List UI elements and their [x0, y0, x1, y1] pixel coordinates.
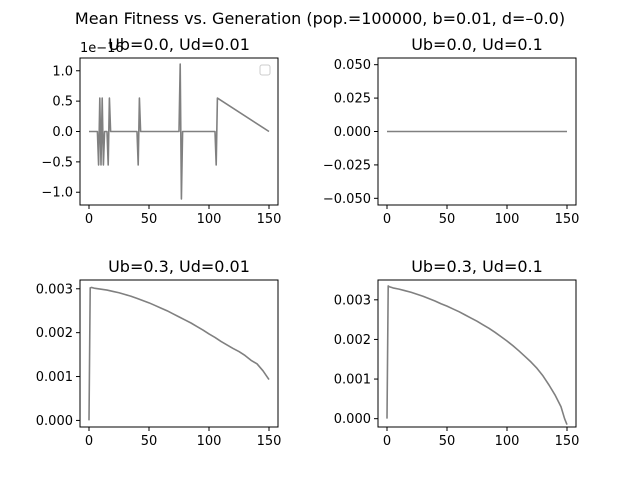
subplot-1: Ub=0.0, Ud=0.01 0 50 100 150 −1.0 −0.5 0.0 0.5 1.…	[41, 35, 281, 227]
x-tick-label: 0	[85, 212, 93, 227]
series-line	[386, 285, 568, 425]
y-tick-label: 0.002	[334, 333, 371, 348]
y-tick-label: 0.003	[334, 293, 371, 308]
x-tick-label: 0	[85, 434, 93, 449]
series-line	[88, 286, 270, 421]
x-tick-label: 100	[197, 212, 222, 227]
y-tick-label: 0.001	[36, 370, 73, 385]
y-tick-label: 0.050	[334, 58, 371, 73]
y-tick-label: −1.0	[41, 186, 73, 201]
y-tick-label: 0.000	[36, 414, 73, 429]
subplot-title: Ub=0.0, Ud=0.1	[411, 35, 543, 54]
y-tick-label: 0.003	[36, 282, 73, 297]
y-offset-label: 1e−16	[80, 41, 124, 56]
y-tick-label: 0.000	[334, 412, 371, 427]
axes-frame	[377, 279, 577, 428]
x-tick-label: 100	[495, 434, 520, 449]
x-tick-label: 0	[383, 434, 391, 449]
y-tick-label: 0.002	[36, 326, 73, 341]
figure-title: Mean Fitness vs. Generation (pop.=100000…	[75, 9, 565, 28]
subplot-title: Ub=0.3, Ud=0.1	[411, 257, 543, 276]
x-tick-label: 50	[439, 434, 456, 449]
x-tick-label: 50	[141, 212, 158, 227]
series-line	[89, 63, 270, 200]
x-tick-label: 100	[495, 212, 520, 227]
x-tick-label: 50	[141, 434, 158, 449]
y-tick-label: 0.025	[334, 92, 371, 107]
subplot-3: Ub=0.3, Ud=0.01 0 50 100 150 0.000 0.001 0.002 0…	[36, 257, 282, 449]
x-tick-label: 150	[257, 434, 282, 449]
subplot-2: Ub=0.0, Ud=0.1 0 50 100 150 −0.050 −0.025 0.000…	[323, 35, 580, 227]
x-tick-label: 150	[555, 434, 580, 449]
x-tick-label: 100	[197, 434, 222, 449]
y-tick-label: 0.5	[52, 95, 73, 110]
x-tick-label: 150	[555, 212, 580, 227]
subplot-4: Ub=0.3, Ud=0.1 0 50 100 150 0.000 0.001 0.002 0.…	[334, 257, 580, 449]
y-tick-label: −0.025	[323, 158, 371, 173]
y-tick-label: 0.000	[334, 125, 371, 140]
y-tick-label: 0.001	[334, 373, 371, 388]
y-tick-label: −0.5	[41, 155, 73, 170]
subplot-title: Ub=0.0, Ud=0.01	[108, 35, 250, 54]
x-tick-label: 50	[439, 212, 456, 227]
x-tick-label: 150	[257, 212, 282, 227]
subplots-grid: Ub=0.0, Ud=0.01 0 50 100 150 −1.0 −0.5 0.0 0.5 1.…	[36, 35, 580, 449]
y-tick-label: 1.0	[52, 64, 73, 79]
subplot-title: Ub=0.3, Ud=0.01	[108, 257, 250, 276]
y-tick-label: 0.0	[52, 125, 73, 140]
axes-frame	[79, 279, 279, 428]
legend-box	[259, 64, 271, 76]
x-tick-label: 0	[383, 212, 391, 227]
y-tick-label: −0.050	[323, 192, 371, 207]
